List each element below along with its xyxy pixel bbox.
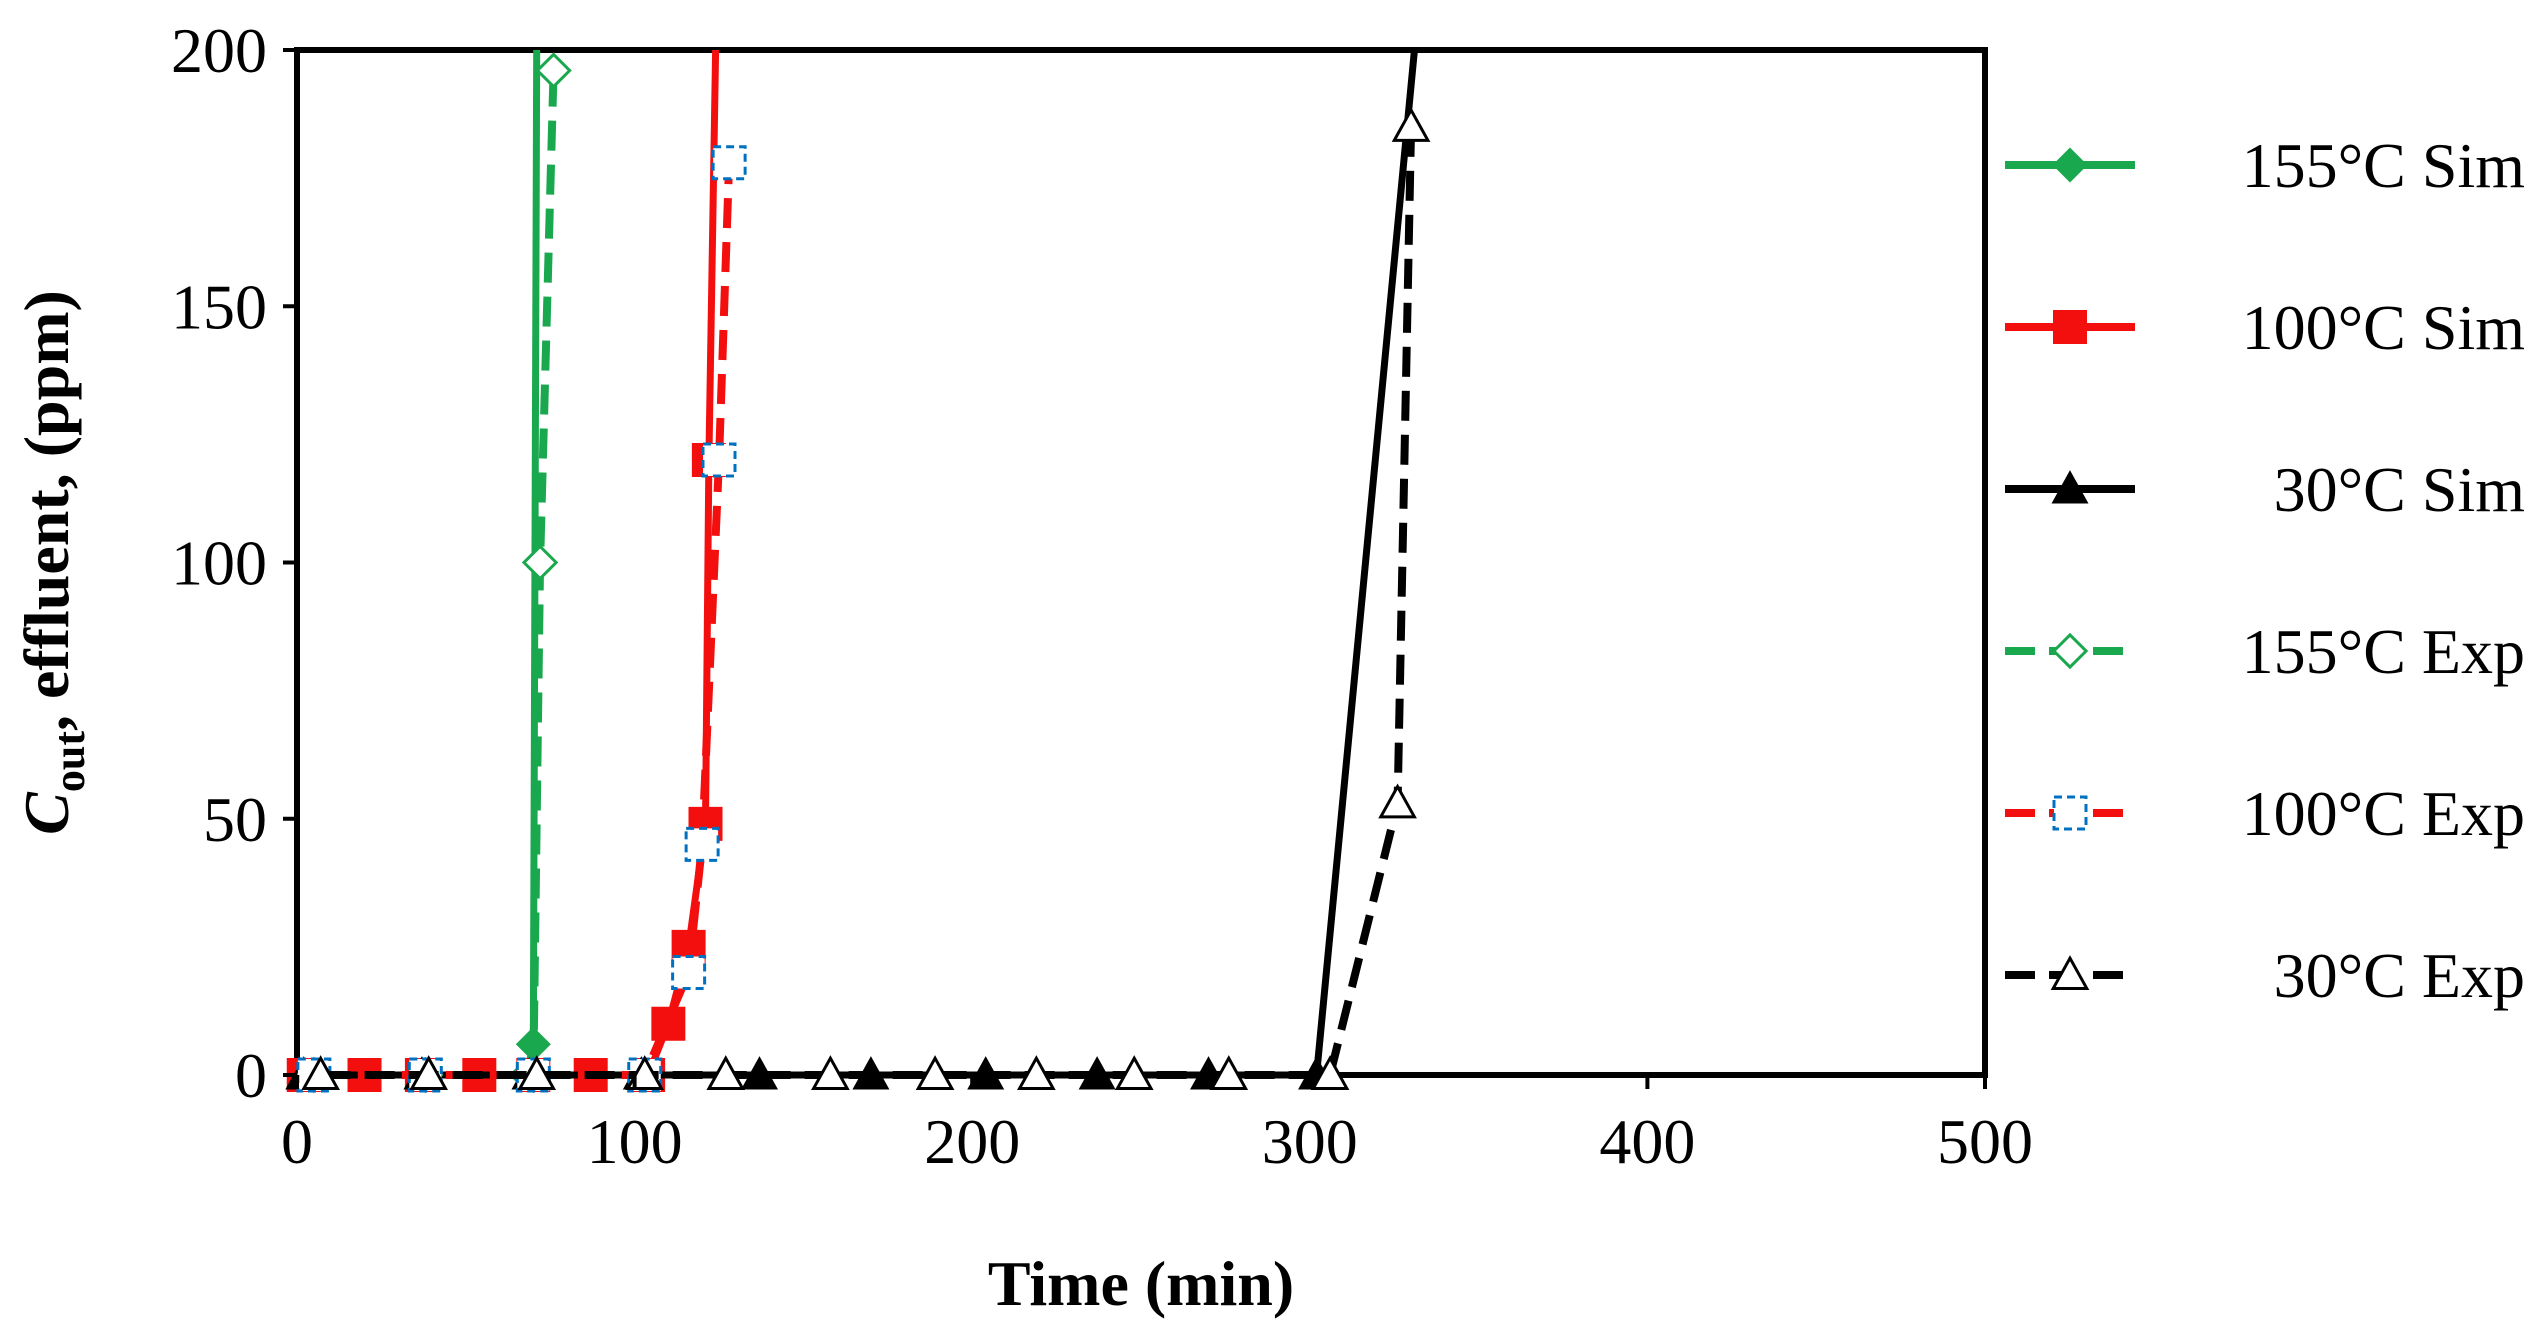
y-tick-label: 100 [171,528,267,599]
legend-swatch-marker [2052,795,2088,831]
ticks-layer: 0 100 200 300 400 500 0 50 100 150 200 [171,15,2033,1177]
data-point [1378,783,1417,819]
legend-item: 30°C Exp [2005,940,2525,1011]
legend-label: 100°C Exp [2242,778,2525,849]
y-tick-label: 50 [203,784,267,855]
data-point [811,1055,850,1090]
legend-swatch-marker [2051,632,2089,670]
y-axis-title-sub: out [45,731,94,792]
legend-item: 155°C Exp [2005,616,2525,687]
data-point [1209,1055,1249,1090]
data-point [671,955,707,990]
legend-item: 100°C Exp [2005,778,2525,849]
y-tick-label: 200 [171,15,267,86]
legend-label: 30°C Exp [2274,940,2525,1011]
x-tick-label: 400 [1599,1106,1695,1177]
legend-label: 155°C Sim [2242,130,2525,201]
x-tick-label: 0 [281,1106,313,1177]
x-tick-label: 100 [587,1106,683,1177]
series-line [303,49,720,1079]
data-point [706,1055,746,1090]
y-axis-title-main: C [11,791,82,835]
legend-label: 155°C Exp [2242,616,2525,687]
y-tick-label: 0 [235,1040,267,1111]
legend-label: 30°C Sim [2274,454,2525,525]
legend-swatch-marker [2051,470,2089,504]
legend-item: 155°C Sim [2005,130,2525,201]
series-line [303,49,541,1079]
data-point [915,1055,955,1090]
series-line [313,70,558,1079]
data-point [535,52,572,89]
series-1 [286,49,726,1092]
legend: 155°C Sim 100°C Sim 30°C Sim 155°C Exp 100°C… [2005,130,2525,1011]
x-tick-label: 500 [1937,1106,2033,1177]
x-axis-title: Time (min) [988,1248,1294,1319]
data-point [517,1055,557,1090]
data-point [409,1055,449,1090]
y-axis-title-rest: , effluent, (ppm) [11,290,82,731]
series-3 [295,52,572,1094]
legend-swatch-marker [2053,310,2087,344]
x-tick-label: 200 [924,1106,1020,1177]
data-point [1310,1055,1350,1090]
series-2 [285,49,1418,1090]
data-point [1016,1055,1056,1090]
legend-swatch-marker [2050,955,2090,990]
legend-label: 100°C Sim [2242,292,2525,363]
data-point [521,544,559,581]
data-point [701,442,737,478]
data-point [711,145,747,181]
x-tick-label: 300 [1262,1106,1358,1177]
series-line [313,162,734,1079]
series-line [303,49,1418,1079]
y-axis-title: Cout, effluent, (ppm) [11,290,94,835]
legend-swatch-marker [2052,147,2088,183]
data-point [1114,1055,1154,1090]
legend-item: 30°C Sim [2005,454,2525,525]
series-line [320,126,1416,1079]
series-5 [301,106,1431,1090]
data-point [301,1055,340,1090]
data-point [1391,106,1431,142]
legend-item: 100°C Sim [2005,292,2525,363]
series-layer [285,49,1431,1094]
series-0 [286,49,551,1093]
data-point [684,826,720,862]
y-tick-label: 150 [171,271,267,342]
